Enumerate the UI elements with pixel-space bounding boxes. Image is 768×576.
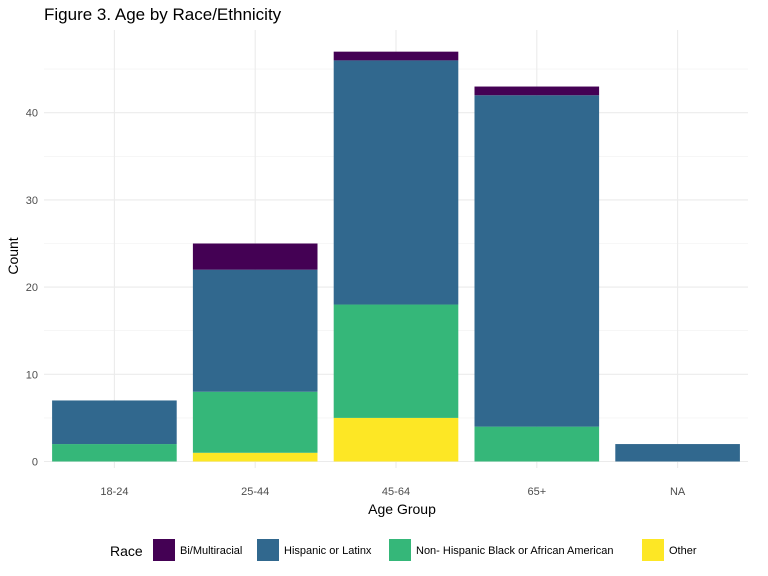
bar-segment [192, 243, 318, 270]
bar-segment [333, 417, 459, 462]
y-tick-label: 0 [32, 457, 38, 469]
legend-key [153, 539, 175, 561]
legend: Race Bi/Multiracial Hispanic or Latinx Non… [110, 539, 697, 561]
y-tick-label: 10 [26, 369, 38, 381]
bars [52, 51, 740, 462]
y-axis-title: Count [5, 237, 21, 274]
bar-segment [333, 51, 459, 61]
legend-key [389, 539, 411, 561]
legend-label: Bi/Multiracial [180, 545, 242, 557]
x-tick-label: 65+ [527, 486, 546, 498]
legend-key [257, 539, 279, 561]
x-axis-title: Age Group [368, 501, 436, 517]
bar-segment [333, 60, 459, 305]
y-tick-label: 20 [26, 282, 38, 294]
legend-label: Non- Hispanic Black or African American [416, 545, 613, 557]
y-tick-label: 30 [26, 195, 38, 207]
bar-segment [333, 304, 459, 418]
chart-title: Figure 3. Age by Race/Ethnicity [44, 5, 282, 24]
bar-segment [474, 95, 600, 427]
bar-segment [474, 426, 600, 462]
bar-segment [615, 444, 740, 462]
bar-segment [192, 269, 318, 392]
bar-segment [474, 86, 600, 96]
legend-title: Race [110, 543, 143, 559]
legend-label: Other [669, 545, 697, 557]
x-tick-label: 18-24 [100, 486, 128, 498]
legend-label: Hispanic or Latinx [284, 545, 372, 557]
x-tick-label: NA [670, 486, 686, 498]
y-axis-ticks: 0 10 20 30 40 [26, 108, 38, 469]
x-axis-ticks: 18-24 25-44 45-64 65+ NA [100, 486, 686, 498]
bar-segment [192, 391, 318, 453]
y-tick-label: 40 [26, 108, 38, 120]
bar-segment [52, 400, 177, 445]
bar-segment [192, 452, 318, 462]
x-tick-label: 25-44 [241, 486, 269, 498]
legend-key [642, 539, 664, 561]
bar-segment [52, 444, 177, 462]
x-tick-label: 45-64 [382, 486, 410, 498]
